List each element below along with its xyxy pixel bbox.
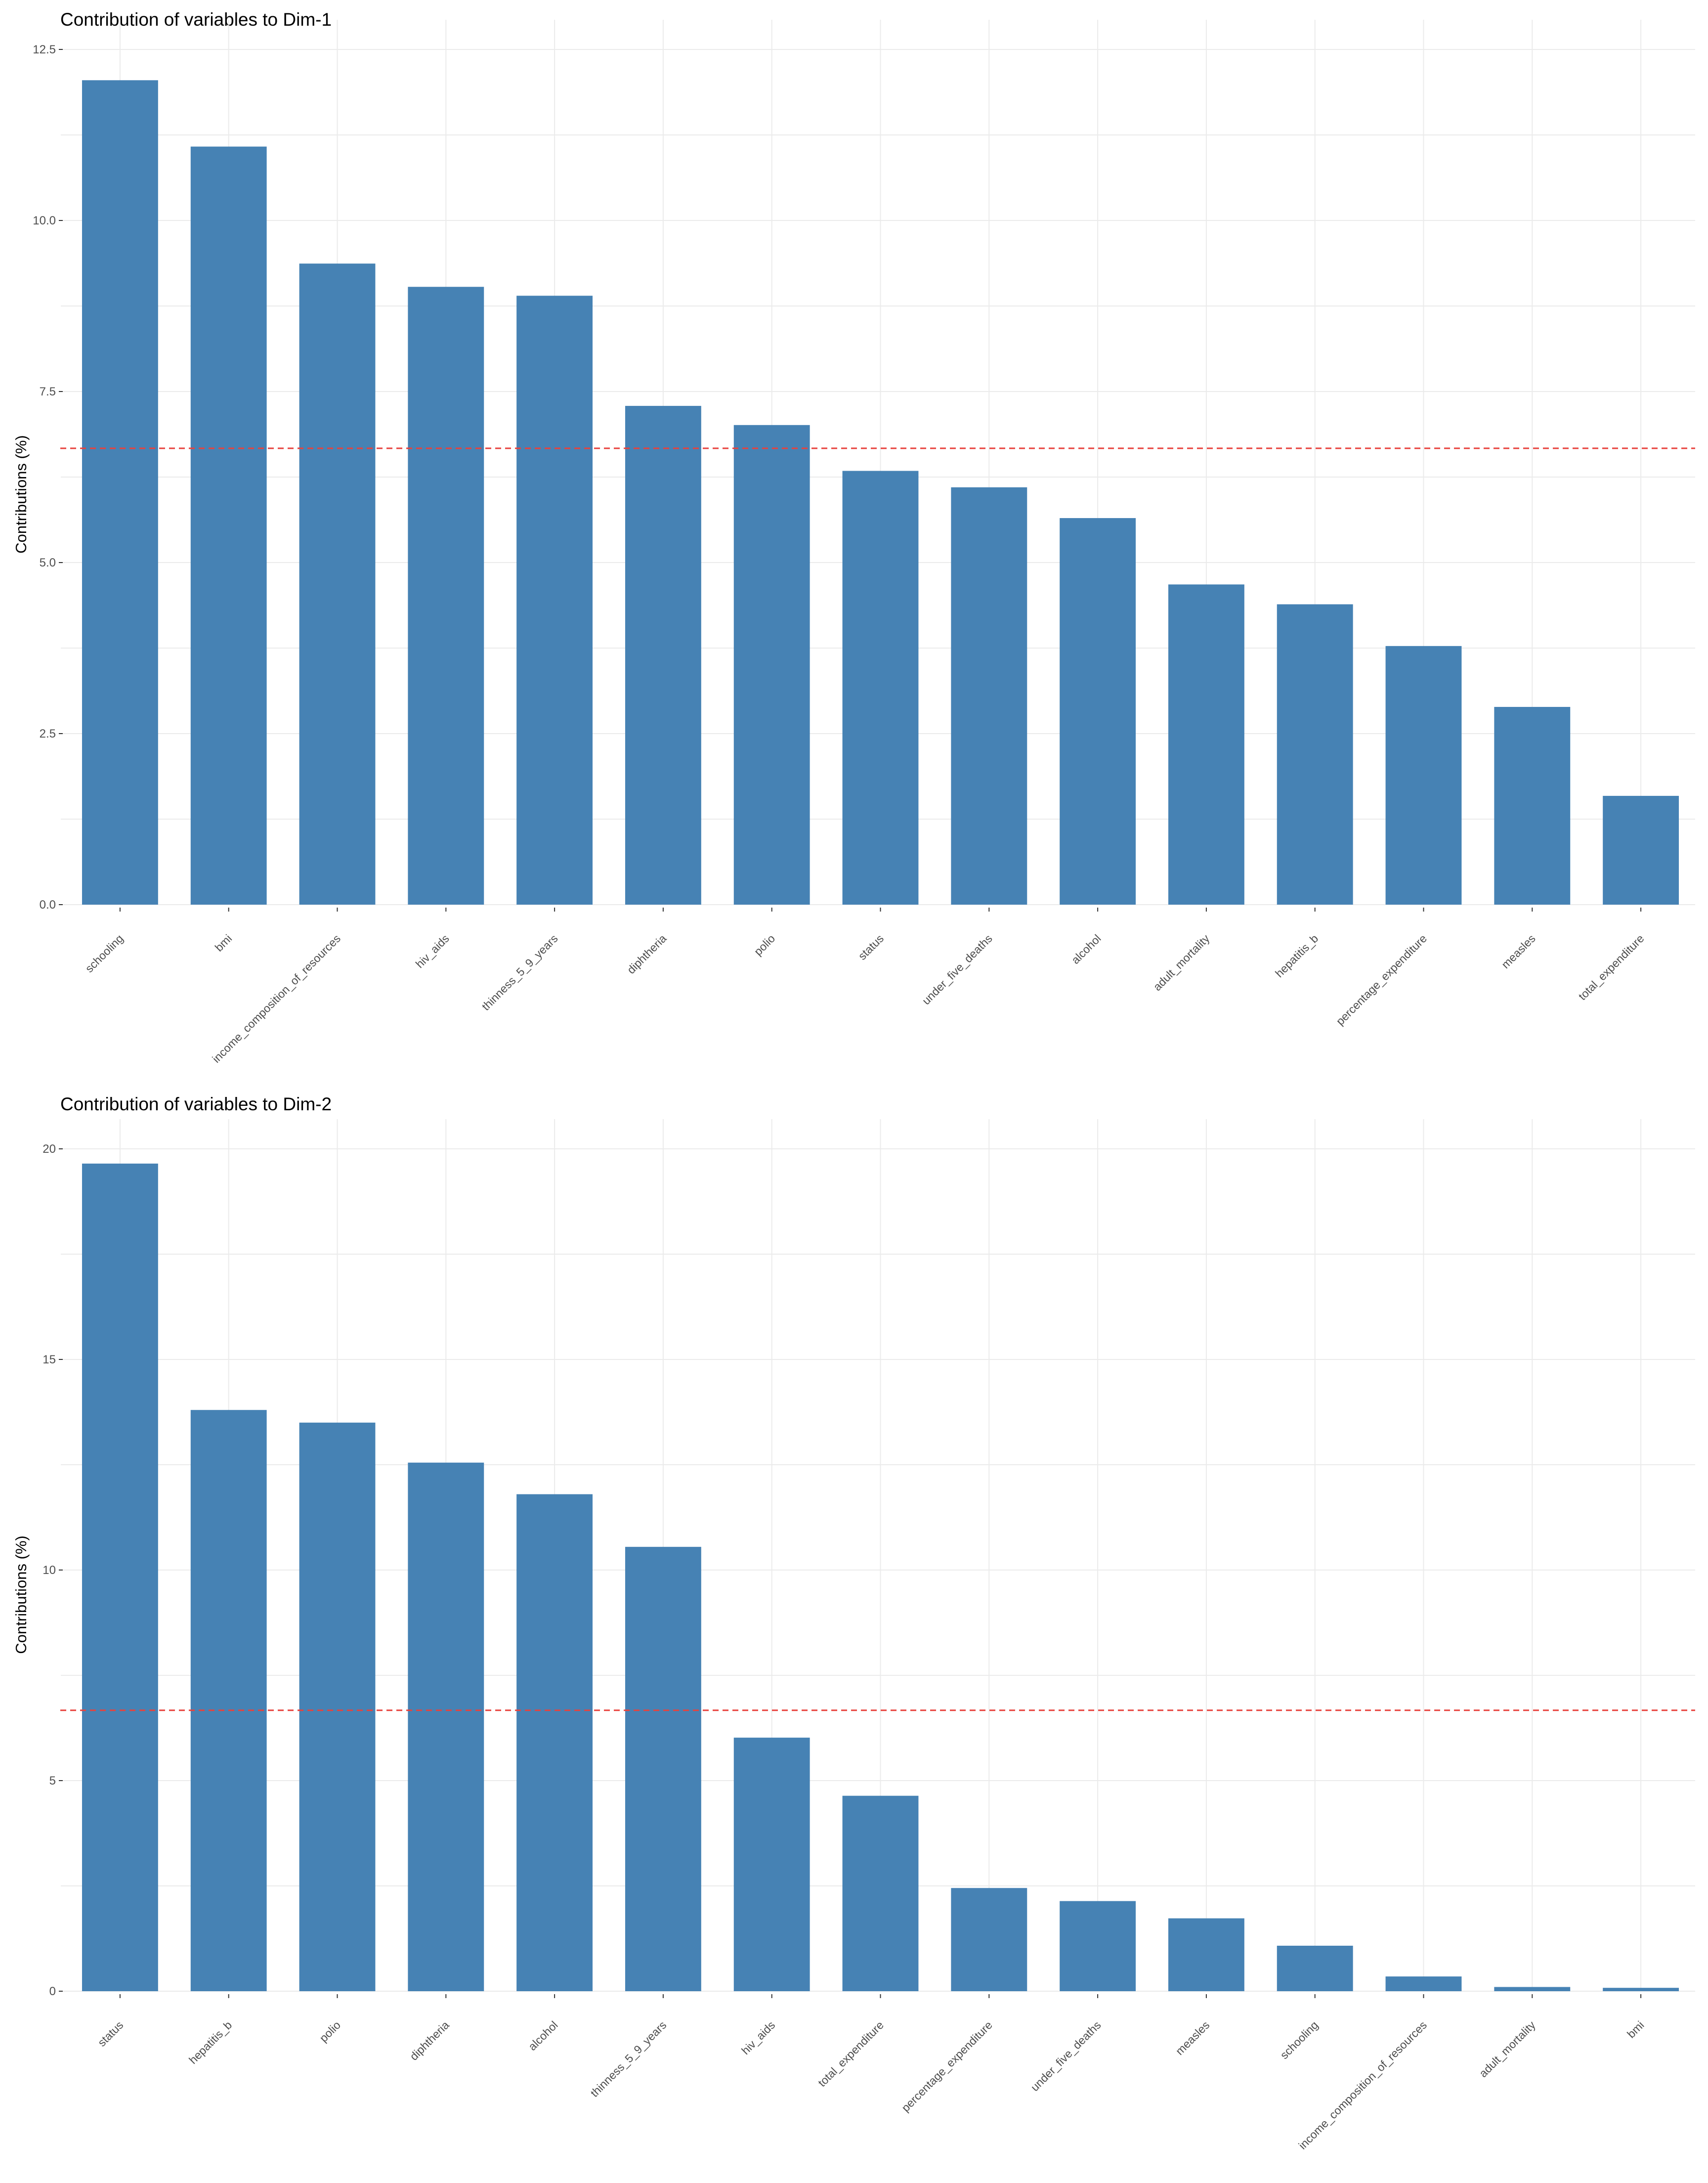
y-tick-label: 0.0 bbox=[40, 898, 56, 912]
bar-total_expenditure bbox=[842, 1795, 919, 1991]
bar-bmi bbox=[190, 146, 267, 905]
bar-polio bbox=[299, 1422, 376, 1991]
bar-income_composition_of_resources bbox=[299, 263, 376, 905]
bar-under_five_deaths bbox=[951, 487, 1027, 905]
x-tick-label-income_composition_of_resources: income_composition_of_resources bbox=[210, 932, 343, 1065]
x-tick-label-status: status bbox=[95, 2018, 126, 2049]
x-tick-label-thinness_5_9_years: thinness_5_9_years bbox=[479, 932, 560, 1013]
x-tick-label-diphtheria: diphtheria bbox=[625, 932, 669, 976]
y-tick-label: 12.5 bbox=[33, 43, 56, 56]
x-tick-label-hiv_aids: hiv_aids bbox=[739, 2018, 777, 2057]
x-tick-label-polio: polio bbox=[317, 2018, 343, 2045]
x-tick-label-alcohol: alcohol bbox=[526, 2018, 560, 2053]
y-tick-label: 10.0 bbox=[33, 214, 56, 227]
bar-adult_mortality bbox=[1494, 1987, 1571, 1991]
bar-polio bbox=[733, 425, 810, 905]
bars bbox=[82, 80, 1679, 905]
bar-hepatitis_b bbox=[190, 1410, 267, 1991]
y-ticks: 0.0 2.5 5.0 7.5 10.0 12.5 bbox=[33, 43, 63, 912]
y-tick-label: 5 bbox=[49, 1774, 56, 1788]
x-tick-label-percentage_expenditure: percentage_expenditure bbox=[1333, 932, 1429, 1028]
y-tick-label: 5.0 bbox=[40, 556, 56, 569]
x-tick-label-schooling: schooling bbox=[1278, 2018, 1321, 2061]
x-tick-label-adult_mortality: adult_mortality bbox=[1477, 2018, 1538, 2080]
x-tick-label-percentage_expenditure: percentage_expenditure bbox=[899, 2018, 995, 2114]
bar-schooling bbox=[1277, 1945, 1353, 1991]
y-tick-label: 0 bbox=[49, 1985, 56, 1998]
bar-diphtheria bbox=[625, 406, 701, 905]
bar-percentage_expenditure bbox=[1385, 646, 1462, 905]
x-tick-label-diphtheria: diphtheria bbox=[407, 2018, 452, 2063]
y-ticks: 0 5 10 15 20 bbox=[43, 1142, 63, 1998]
x-tick-label-hiv_aids: hiv_aids bbox=[413, 932, 452, 970]
y-tick-label: 7.5 bbox=[40, 385, 56, 398]
bar-hepatitis_b bbox=[1277, 604, 1353, 905]
y-axis-label: Contributions (%) bbox=[12, 435, 30, 553]
bar-hiv_aids bbox=[733, 1738, 810, 1991]
bar-measles bbox=[1494, 707, 1571, 905]
x-ticks: schooling bmiincome_composition_of_resour… bbox=[83, 908, 1647, 1065]
x-tick-label-total_expenditure: total_expenditure bbox=[1576, 932, 1646, 1003]
x-tick-label-total_expenditure: total_expenditure bbox=[815, 2018, 886, 2089]
bar-measles bbox=[1168, 1918, 1244, 1991]
bar-status bbox=[82, 1163, 158, 1991]
bar-diphtheria bbox=[408, 1462, 484, 1991]
x-tick-label-income_composition_of_resources: income_composition_of_resources bbox=[1296, 2018, 1429, 2152]
x-tick-label-status: status bbox=[855, 932, 886, 962]
x-tick-label-hepatitis_b: hepatitis_b bbox=[186, 2018, 234, 2066]
bar-thinness_5_9_years bbox=[625, 1547, 701, 1991]
x-tick-label-measles: measles bbox=[1499, 932, 1538, 971]
x-tick-label-adult_mortality: adult_mortality bbox=[1151, 932, 1212, 993]
x-tick-label-schooling: schooling bbox=[83, 932, 126, 975]
bar-percentage_expenditure bbox=[951, 1888, 1027, 1991]
x-ticks: status hepatitis_b polio diphtheria alcohol t… bbox=[95, 1994, 1647, 2152]
bar-hiv_aids bbox=[408, 287, 484, 905]
bar-income_composition_of_resources bbox=[1385, 1976, 1462, 1991]
bar-adult_mortality bbox=[1168, 584, 1244, 905]
x-tick-label-bmi: bmi bbox=[1624, 2018, 1647, 2041]
chart-dim-2: Contribution of variables to Dim-2 Contr… bbox=[12, 1094, 1695, 2152]
chart-title: Contribution of variables to Dim-1 bbox=[60, 9, 332, 30]
bars bbox=[82, 1163, 1679, 1991]
chart-title: Contribution of variables to Dim-2 bbox=[60, 1094, 332, 1114]
y-tick-label: 10 bbox=[43, 1564, 56, 1577]
x-tick-label-measles: measles bbox=[1173, 2018, 1212, 2057]
x-tick-label-bmi: bmi bbox=[213, 932, 235, 954]
y-tick-label: 20 bbox=[43, 1142, 56, 1156]
bar-alcohol bbox=[1060, 518, 1136, 905]
bar-alcohol bbox=[516, 1494, 593, 1991]
x-tick-label-under_five_deaths: under_five_deaths bbox=[1028, 2018, 1103, 2094]
bar-total_expenditure bbox=[1603, 795, 1679, 905]
chart-dim-1: Contribution of variables to Dim-1 Contr… bbox=[12, 9, 1695, 1065]
x-tick-label-alcohol: alcohol bbox=[1069, 932, 1104, 966]
bar-bmi bbox=[1603, 1988, 1679, 1991]
bar-status bbox=[842, 471, 919, 905]
x-tick-label-under_five_deaths: under_five_deaths bbox=[920, 932, 995, 1007]
x-tick-label-hepatitis_b: hepatitis_b bbox=[1273, 932, 1321, 980]
y-axis-label: Contributions (%) bbox=[12, 1535, 30, 1654]
x-tick-label-polio: polio bbox=[751, 932, 777, 958]
bar-thinness_5_9_years bbox=[516, 296, 593, 905]
bar-under_five_deaths bbox=[1060, 1901, 1136, 1991]
x-tick-label-thinness_5_9_years: thinness_5_9_years bbox=[588, 2018, 669, 2099]
bar-schooling bbox=[82, 80, 158, 905]
y-tick-label: 2.5 bbox=[40, 727, 56, 741]
y-tick-label: 15 bbox=[43, 1353, 56, 1366]
